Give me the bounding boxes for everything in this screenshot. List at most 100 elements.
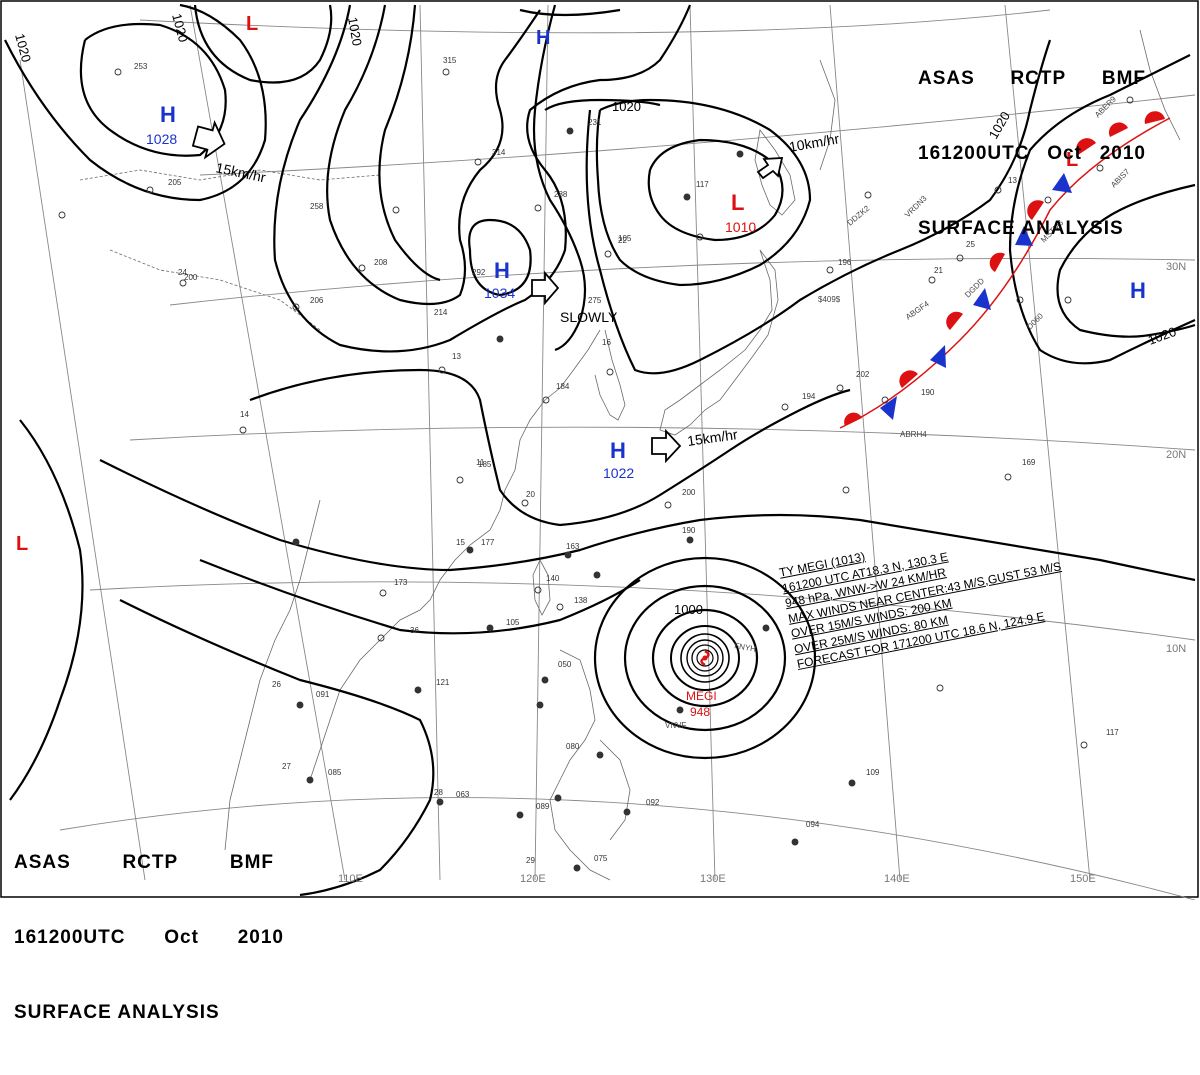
station-observation-value: 314 [492,148,506,157]
lat-line-40n [199,94,1196,176]
warm-front-bump [1076,138,1096,155]
warm-front-bump [1144,111,1165,124]
high-pressure-icon: H [494,258,510,283]
station-observation-value: 15 [456,538,465,547]
warm-front-bump [946,311,963,330]
station-marker [466,546,474,554]
low-pressure-value: 1010 [725,219,756,235]
isobar-1024 [326,4,541,306]
movement-speed-label: 10km/hr [788,130,841,155]
movement-arrow-icon [531,270,560,306]
station-marker [593,571,601,579]
station-marker [791,838,799,846]
station-marker [542,396,550,404]
lon-label: 140E [884,873,910,885]
station-observation-value: 105 [506,618,520,627]
high-pressure-icon: H [536,27,550,49]
station-id: DDZK2 [846,203,872,227]
warm-front-bump [989,252,1005,272]
typhoon-name: MEGI [686,689,717,703]
typhoon-isobar-950 [696,649,714,667]
station-observation-value: 13 [1008,176,1017,185]
lon-line-100e [19,59,146,881]
station-marker [1004,473,1012,481]
isobar-around-l1010-outer [595,98,812,287]
isobar-inner-h1028 [79,22,227,157]
lat-label: 10N [1166,643,1186,655]
station-marker [606,368,614,376]
lon-line-115e [419,4,441,881]
low-pressure-icon: L [16,533,28,555]
isobar-label: 1020 [12,32,34,64]
station-marker [1016,296,1024,304]
station-marker [516,811,524,819]
station-id: D060 [1025,311,1045,331]
station-marker [486,624,494,632]
station-marker [1080,741,1088,749]
low-pressure-icon: L [246,13,258,35]
lat-label: 20N [1166,449,1186,461]
lat-line-5n [59,797,1196,901]
valid-month: Oct [1047,143,1082,164]
isobar-top-1020 [193,4,333,84]
station-observation-value: 315 [443,56,457,65]
station-observation-value: 080 [566,742,580,751]
station-marker [573,864,581,872]
station-marker [623,808,631,816]
station-observation-value: 173 [394,578,408,587]
isobar-1024-east [1056,183,1196,338]
station-id: FNYH [734,641,757,654]
philippines-coastline-2 [599,739,631,841]
lon-label: 130E [700,873,726,885]
station-marker [683,193,691,201]
product-code: BMF [229,852,274,873]
station-id: $409$ [818,295,841,304]
high-pressure-value: 1022 [603,465,634,481]
isobar-label: 1020 [612,99,641,114]
kamchatka-coastline [1139,29,1181,141]
station-observation-value: 205 [168,178,182,187]
isobar-1016 [532,4,587,352]
high-pressure-value: 1028 [146,131,177,147]
station-observation-value: 117 [696,180,709,189]
valid-month: Oct [164,927,199,948]
philippines-coastline [549,649,611,881]
typhoon-center-icon [700,649,710,667]
warm-front-bump [1108,122,1128,137]
valid-time: 161200UTC [918,143,1030,164]
typhoon-isobar-960 [691,644,719,672]
station-marker [826,266,834,274]
station-marker [474,158,482,166]
station-observation-value: 091 [316,690,330,699]
station-marker [306,776,314,784]
movement-arrow-icon [651,428,682,464]
station-observation-value: 092 [646,798,660,807]
station-marker [936,684,944,692]
station-id: VNVF [665,721,686,730]
isobar-1020-main [273,4,692,353]
station-marker [377,634,385,642]
indochina-coastline [224,499,321,851]
station-observation-value: 085 [328,768,342,777]
typhoon-isobar-992 [670,625,740,691]
station-observation-value: 190 [921,388,935,397]
station-marker [292,303,300,311]
station-observation-value: 208 [374,258,388,267]
isobar-1016-south [249,368,851,527]
front-path [839,117,1171,429]
station-observation-value: 24 [178,268,187,277]
station-marker [762,624,770,632]
warm-front-bump [899,370,918,388]
isobar-around-h1028 [4,3,267,202]
typhoon-isobars [593,556,817,760]
high-pressure-value: 1034 [484,285,515,301]
isobar-1020-east [1008,54,1196,365]
lon-label: 150E [1070,873,1096,885]
station-id: ABRH4 [900,430,927,439]
movement-arrow-icon [191,119,226,160]
map-labels: H 1028 H 1034 H 1022 H H L 1010 L L L 10… [12,12,1186,885]
lat-line-50n [139,9,1051,34]
station-observation-value: 20 [526,490,535,499]
high-pressure-icon: H [160,102,176,127]
station-observation-value: 206 [310,296,324,305]
